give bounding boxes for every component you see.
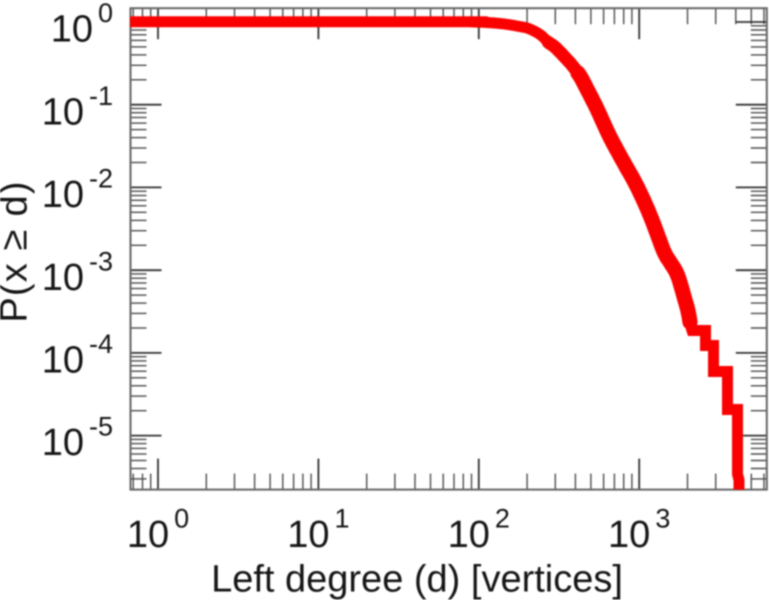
svg-text:Left degree (d) [vertices]: Left degree (d) [vertices] — [211, 559, 623, 600]
svg-text:P(x ≥ d): P(x ≥ d) — [0, 180, 36, 322]
